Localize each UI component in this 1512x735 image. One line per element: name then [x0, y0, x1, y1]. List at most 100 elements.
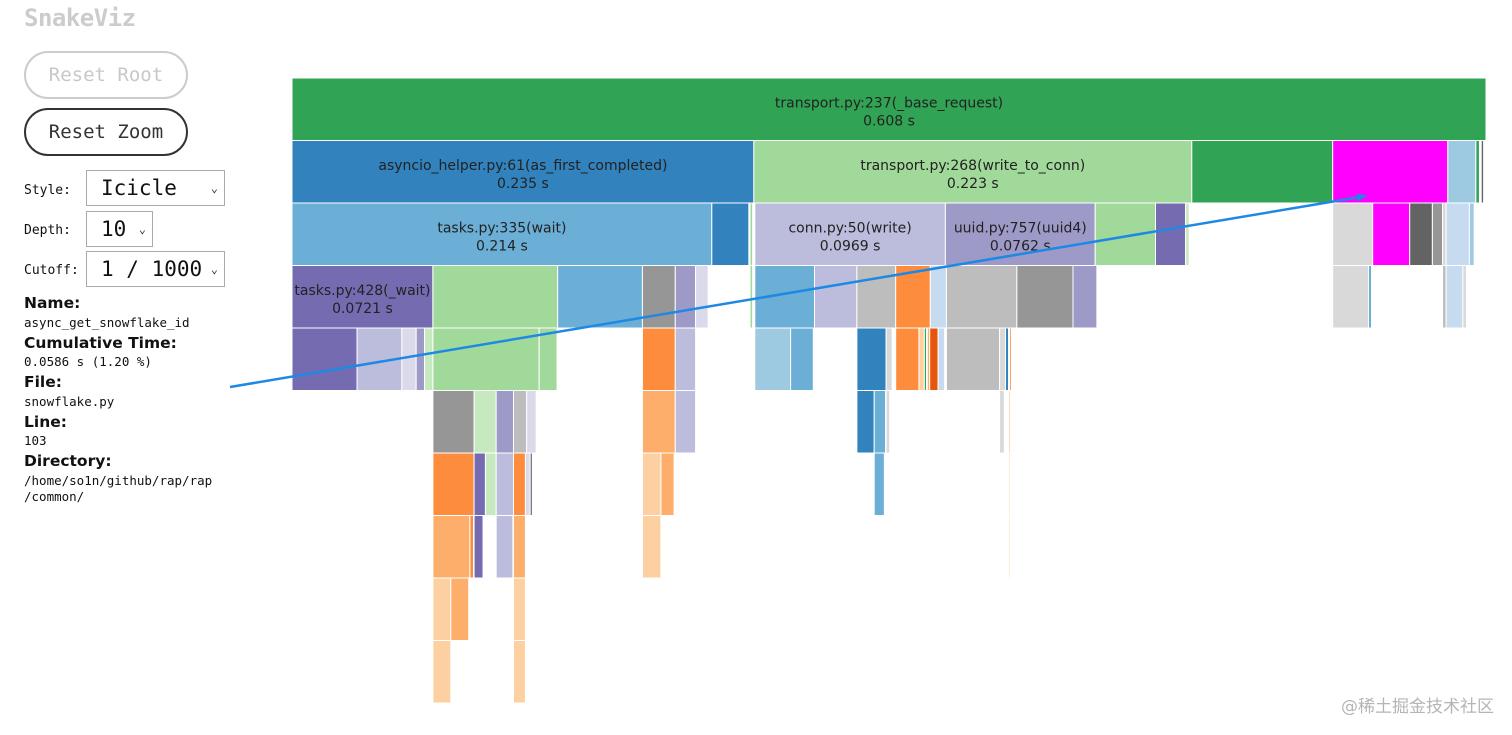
icicle-node[interactable]	[1462, 265, 1467, 329]
icicle-node[interactable]	[929, 327, 939, 391]
icicle-node[interactable]	[945, 327, 1001, 391]
style-select[interactable]: Icicle ⌄	[86, 170, 225, 206]
icicle-node[interactable]	[1005, 327, 1010, 391]
icicle-node[interactable]	[1008, 452, 1011, 516]
icicle-node[interactable]	[1431, 202, 1444, 266]
icicle-node[interactable]	[473, 515, 484, 579]
icicle-node[interactable]	[432, 640, 452, 704]
icicle-node[interactable]	[1442, 202, 1447, 266]
icicle-node[interactable]	[641, 390, 676, 454]
icicle-node-transport-py-237-base-request-[interactable]	[291, 77, 1487, 141]
icicle-node[interactable]	[495, 390, 514, 454]
icicle-node[interactable]	[1368, 265, 1372, 329]
icicle-node[interactable]	[529, 452, 533, 516]
icicle-node[interactable]	[1332, 202, 1374, 266]
depth-select[interactable]: 10 ⌄	[86, 211, 153, 247]
icicle-node-tasks-py-428-wait-[interactable]	[291, 265, 434, 329]
icicle-node[interactable]	[749, 265, 754, 329]
icicle-node[interactable]	[424, 327, 434, 391]
icicle-node[interactable]	[432, 390, 475, 454]
icicle-node[interactable]	[495, 452, 514, 516]
icicle-node[interactable]	[660, 452, 675, 516]
icicle-node[interactable]	[641, 452, 662, 516]
icicle-node[interactable]	[885, 327, 893, 391]
icicle-node[interactable]	[1445, 202, 1470, 266]
icicle-node[interactable]	[813, 265, 858, 329]
icicle-node[interactable]	[873, 390, 887, 454]
icicle-node[interactable]	[1442, 265, 1447, 329]
icicle-node[interactable]	[918, 327, 925, 391]
icicle-node-asyncio-helper-py-61-as-first-completed-[interactable]	[291, 140, 755, 204]
icicle-node[interactable]	[754, 327, 792, 391]
icicle-node[interactable]	[291, 327, 358, 391]
icicle-node[interactable]	[1155, 202, 1187, 266]
icicle-node[interactable]	[512, 640, 526, 704]
icicle-node[interactable]	[1447, 140, 1477, 204]
icicle-node[interactable]	[749, 202, 754, 266]
icicle-node[interactable]	[1372, 202, 1411, 266]
icicle-node[interactable]	[473, 452, 486, 516]
icicle-node[interactable]	[524, 452, 531, 516]
icicle-node[interactable]	[856, 390, 875, 454]
icicle-node[interactable]	[929, 265, 947, 329]
icicle-node[interactable]	[695, 265, 709, 329]
icicle-node[interactable]	[1468, 202, 1475, 266]
icicle-node[interactable]	[512, 577, 526, 641]
icicle-node[interactable]	[526, 390, 537, 454]
icicle-node[interactable]	[711, 202, 750, 266]
icicle-node[interactable]	[945, 265, 1018, 329]
icicle-node[interactable]	[923, 327, 927, 391]
icicle-node[interactable]	[641, 265, 676, 329]
icicle-node[interactable]	[401, 327, 417, 391]
icicle-node[interactable]	[1009, 327, 1013, 391]
icicle-node[interactable]	[674, 327, 697, 391]
icicle-node[interactable]	[1072, 265, 1098, 329]
icicle-node[interactable]	[1016, 265, 1074, 329]
icicle-node[interactable]	[674, 390, 697, 454]
icicle-node-conn-py-50-write-[interactable]	[754, 202, 946, 266]
icicle-node[interactable]	[873, 452, 885, 516]
icicle-node[interactable]	[1094, 202, 1157, 266]
icicle-node[interactable]	[895, 265, 931, 329]
icicle-node-uuid-py-757-uuid4-[interactable]	[944, 202, 1096, 266]
icicle-node[interactable]	[495, 515, 514, 579]
icicle-node[interactable]	[1445, 265, 1464, 329]
icicle-node[interactable]	[469, 515, 474, 579]
icicle-node[interactable]	[432, 452, 475, 516]
icicle-node[interactable]	[432, 515, 471, 579]
icicle-node[interactable]	[415, 327, 426, 391]
reset-zoom-button[interactable]: Reset Zoom	[24, 108, 188, 156]
icicle-node[interactable]	[557, 265, 643, 329]
icicle-node[interactable]	[473, 390, 497, 454]
icicle-node[interactable]	[450, 577, 470, 641]
icicle-node[interactable]	[432, 577, 452, 641]
icicle-node[interactable]	[885, 390, 891, 454]
icicle-node-transport-py-268-write-to-conn-[interactable]	[753, 140, 1193, 204]
icicle-node[interactable]	[1332, 265, 1370, 329]
icicle-node[interactable]	[641, 327, 676, 391]
icicle-node[interactable]	[856, 265, 897, 329]
icicle-node[interactable]	[1185, 202, 1190, 266]
icicle-node[interactable]	[484, 452, 497, 516]
icicle-node[interactable]	[999, 390, 1005, 454]
icicle-node[interactable]	[856, 327, 887, 391]
icicle-node-tasks-py-335-wait-[interactable]	[291, 202, 713, 266]
icicle-node[interactable]	[1409, 202, 1433, 266]
icicle-node[interactable]	[538, 327, 558, 391]
icicle-node[interactable]	[512, 390, 528, 454]
icicle-node[interactable]	[1191, 140, 1334, 204]
icicle-node[interactable]	[674, 265, 697, 329]
icicle-node[interactable]	[512, 452, 526, 516]
icicle-node[interactable]	[999, 327, 1007, 391]
icicle-node[interactable]	[790, 327, 814, 391]
icicle-node[interactable]	[641, 515, 662, 579]
icicle-node[interactable]	[1480, 140, 1485, 204]
cutoff-select[interactable]: 1 / 1000 ⌄	[86, 251, 225, 287]
icicle-node[interactable]	[1008, 515, 1011, 579]
icicle-node[interactable]	[432, 265, 559, 329]
icicle-node[interactable]	[1332, 140, 1449, 204]
reset-root-button[interactable]: Reset Root	[24, 51, 188, 99]
icicle-node[interactable]	[512, 515, 526, 579]
icicle-node[interactable]	[1475, 140, 1480, 204]
icicle-node[interactable]	[937, 327, 946, 391]
